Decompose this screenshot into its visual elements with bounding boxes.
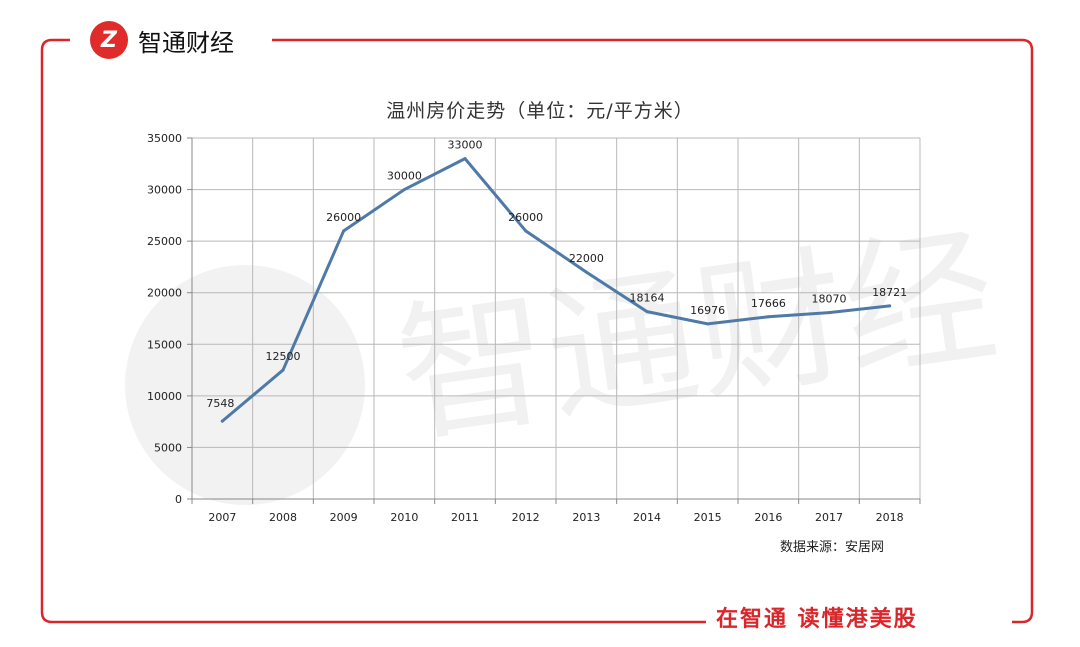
data-point bbox=[584, 270, 588, 274]
data-point bbox=[281, 368, 285, 372]
series-lines bbox=[220, 157, 892, 423]
data-label: 12500 bbox=[266, 350, 301, 363]
chart-axes bbox=[187, 137, 921, 504]
data-label: 26000 bbox=[326, 211, 361, 224]
x-tick-label: 2007 bbox=[208, 511, 236, 524]
y-tick-label: 0 bbox=[175, 493, 182, 506]
data-point bbox=[827, 311, 831, 315]
x-tick-label: 2014 bbox=[633, 511, 661, 524]
chart-grid bbox=[192, 137, 921, 499]
data-point bbox=[524, 229, 528, 233]
data-label: 33000 bbox=[448, 139, 483, 152]
data-label: 18721 bbox=[872, 286, 907, 299]
data-point bbox=[766, 315, 770, 319]
chart-title: 温州房价走势（单位：元/平方米） bbox=[386, 100, 694, 122]
brand-logo-icon: Z bbox=[90, 21, 128, 59]
data-point bbox=[220, 419, 224, 423]
data-label: 30000 bbox=[387, 170, 422, 183]
x-tick-label: 2016 bbox=[754, 511, 782, 524]
watermark-logo-circle bbox=[125, 265, 365, 505]
brand-header: Z 智通财经 bbox=[86, 20, 244, 60]
y-tick-label: 35000 bbox=[147, 132, 182, 145]
y-tick-label: 20000 bbox=[147, 287, 182, 300]
x-tick-label: 2018 bbox=[876, 511, 904, 524]
brand-name: 智通财经 bbox=[138, 28, 234, 57]
data-point bbox=[463, 157, 467, 161]
y-tick-label: 25000 bbox=[147, 235, 182, 248]
y-tick-label: 10000 bbox=[147, 390, 182, 403]
x-tick-label: 2015 bbox=[694, 511, 722, 524]
data-point bbox=[706, 322, 710, 326]
y-tick-label: 30000 bbox=[147, 184, 182, 197]
data-point bbox=[342, 229, 346, 233]
x-tick-label: 2010 bbox=[390, 511, 418, 524]
data-label: 26000 bbox=[508, 211, 543, 224]
x-tick-label: 2013 bbox=[572, 511, 600, 524]
x-tick-label: 2011 bbox=[451, 511, 479, 524]
x-tick-label: 2017 bbox=[815, 511, 843, 524]
data-label: 16976 bbox=[690, 304, 725, 317]
x-tick-labels: 2007 2008 2009 2010 2011 2012 2013 2014 2015 2016… bbox=[208, 511, 903, 524]
data-label: 18164 bbox=[630, 292, 665, 305]
y-tick-label: 5000 bbox=[154, 441, 182, 454]
x-tick-label: 2009 bbox=[330, 511, 358, 524]
x-tick-label: 2012 bbox=[512, 511, 540, 524]
data-point bbox=[645, 310, 649, 314]
data-label: 17666 bbox=[751, 297, 786, 310]
y-tick-label: 15000 bbox=[147, 338, 182, 351]
y-tick-labels: 0 5000 10000 15000 20000 25000 30000 35000 bbox=[147, 132, 182, 506]
data-label: 18070 bbox=[812, 293, 847, 306]
data-point bbox=[402, 188, 406, 192]
series-line bbox=[220, 157, 892, 423]
data-label: 22000 bbox=[569, 252, 604, 265]
footer-slogan: 在智通 读懂港美股 bbox=[706, 604, 928, 636]
data-label: 7548 bbox=[206, 397, 234, 410]
x-tick-label: 2008 bbox=[269, 511, 297, 524]
data-labels: 7548 12500 26000 30000 33000 26000 22000 18164 1… bbox=[206, 139, 907, 411]
data-point bbox=[888, 304, 892, 308]
source-note: 数据来源：安居网 bbox=[780, 540, 885, 555]
